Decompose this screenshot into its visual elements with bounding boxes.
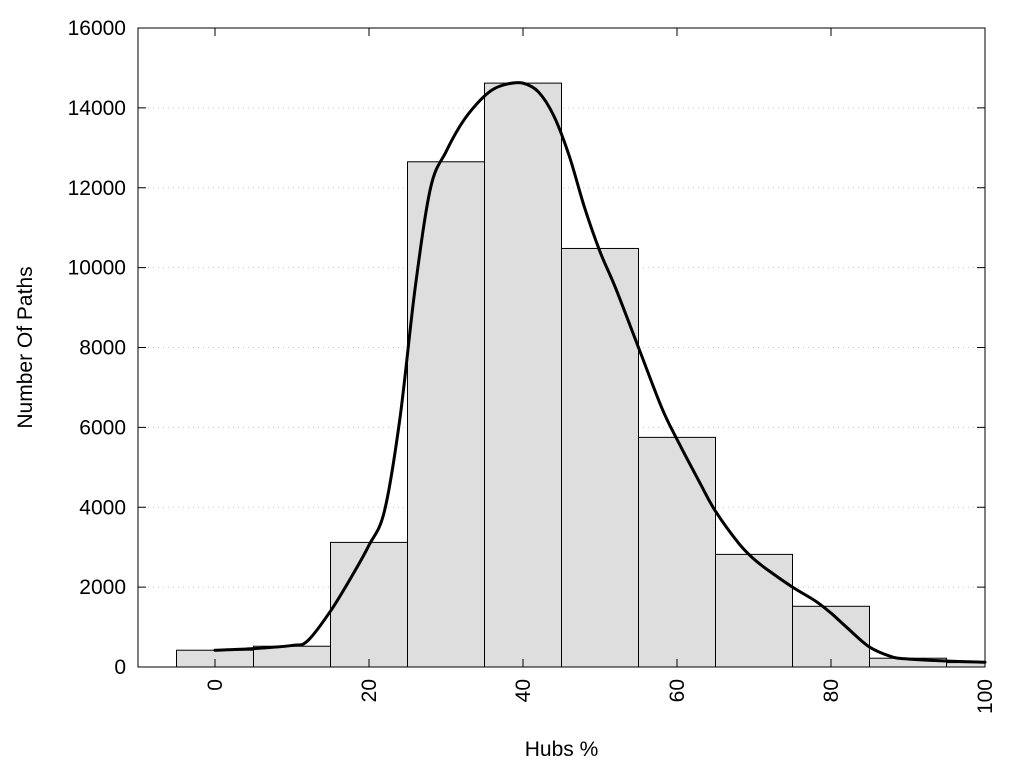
y-tick-label: 0 bbox=[114, 656, 126, 679]
histogram-bar bbox=[715, 553, 793, 668]
x-axis-title: Hubs % bbox=[525, 738, 599, 761]
y-tick-label: 4000 bbox=[79, 496, 126, 519]
histogram-bar bbox=[484, 82, 562, 668]
density-curve bbox=[213, 80, 987, 664]
histogram-bar bbox=[561, 247, 639, 668]
y-tick-label: 8000 bbox=[79, 337, 126, 360]
y-axis-title: Number Of Paths bbox=[14, 266, 37, 428]
y-axis-ticks: 0 2000 4000 6000 8000 10000 12000 14000 16000 bbox=[68, 17, 985, 679]
histogram-bar bbox=[407, 161, 485, 668]
histogram-bar bbox=[638, 436, 716, 668]
y-tick-label: 14000 bbox=[68, 97, 126, 120]
x-tick-label: 20 bbox=[358, 679, 381, 702]
x-axis-ticks: 0 20 40 60 80 100 bbox=[204, 28, 997, 714]
x-tick-label: 60 bbox=[666, 679, 689, 702]
y-tick-label: 6000 bbox=[79, 416, 126, 439]
y-tick-label: 12000 bbox=[68, 177, 126, 200]
x-tick-label: 80 bbox=[820, 679, 843, 702]
x-tick-label: 0 bbox=[204, 679, 227, 691]
y-tick-label: 16000 bbox=[68, 17, 126, 40]
histogram-bar bbox=[330, 541, 408, 668]
x-tick-label: 40 bbox=[512, 679, 535, 702]
gridlines bbox=[138, 107, 985, 588]
y-tick-label: 10000 bbox=[68, 257, 126, 280]
bars bbox=[176, 82, 986, 668]
x-tick-label: 100 bbox=[974, 679, 997, 714]
y-tick-label: 2000 bbox=[79, 576, 126, 599]
